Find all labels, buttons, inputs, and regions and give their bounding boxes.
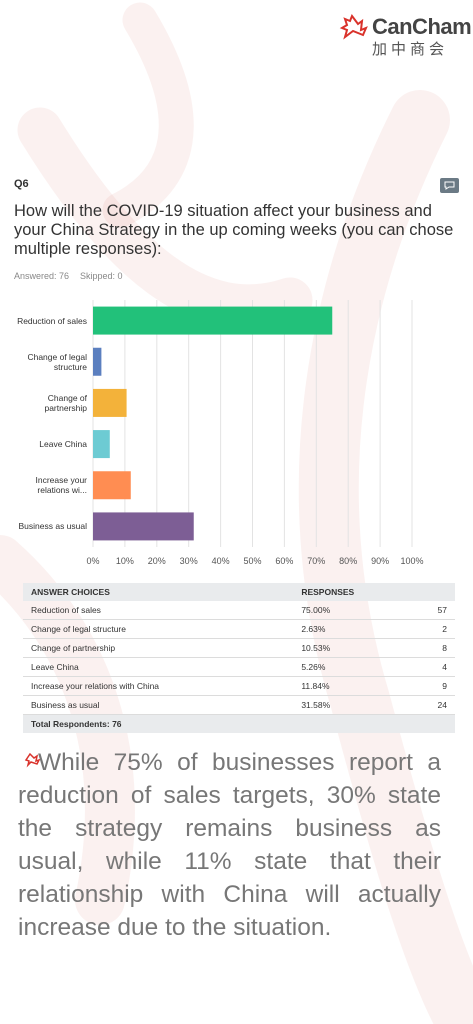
bar (93, 388, 127, 417)
table-row: Reduction of sales 75.00% 57 (23, 601, 455, 620)
table-row: Change of legal structure 2.63% 2 (23, 619, 455, 639)
logo-chinese: 加中商会 (372, 41, 449, 58)
table-cell: 5.26% (293, 657, 390, 677)
table-cell: Increase your relations with China (23, 676, 294, 696)
x-tick-label: 40% (211, 556, 230, 566)
comment-icon[interactable] (440, 178, 459, 193)
x-tick-label: 50% (243, 556, 262, 566)
question-number: Q6 (14, 178, 29, 190)
table-cell: Business as usual (23, 695, 294, 715)
table-cell: Change of legal structure (23, 619, 294, 639)
bar (93, 512, 194, 541)
table-cell: 10.53% (293, 638, 390, 658)
table-cell: Reduction of sales (23, 601, 294, 620)
table-row: Leave China 5.26% 4 (23, 657, 455, 677)
table-cell: 31.58% (293, 695, 390, 715)
table-cell: 2 (389, 619, 455, 639)
x-tick-label: 70% (307, 556, 326, 566)
x-tick-label: 100% (400, 556, 424, 566)
bullet-leaf (24, 752, 41, 768)
logo-name: CanCham (372, 14, 472, 39)
table-row: Increase your relations with China 11.84%… (23, 676, 455, 696)
table-cell: 75.00% (293, 601, 390, 620)
x-tick-label: 0% (86, 556, 100, 566)
x-tick-label: 90% (371, 556, 390, 566)
bar (93, 306, 333, 335)
skipped: Skipped: 0 (80, 271, 123, 281)
comment-glyph (444, 181, 455, 190)
question-text: How will the COVID-19 situation affect y… (14, 202, 454, 258)
x-tick-label: 60% (275, 556, 294, 566)
x-tick-label: 20% (147, 556, 166, 566)
bar (93, 347, 102, 376)
table-row: Change of partnership 10.53% 8 (23, 638, 455, 658)
table-cell: Change of partnership (23, 638, 294, 658)
x-tick-label: 80% (339, 556, 358, 566)
y-tick-label: Increase your relations wi... (35, 475, 88, 496)
table-cell: 11.84% (293, 676, 390, 696)
table-header: ANSWER CHOICES (23, 583, 294, 601)
y-tick-label: Change of legal structure (27, 351, 87, 372)
table-cell: 57 (389, 601, 455, 620)
summary-text: While 75% of businesses report a reducti… (18, 749, 441, 941)
table-cell: 8 (389, 638, 455, 658)
table-cell: Leave China (23, 657, 294, 677)
y-tick-label: Leave China (39, 439, 87, 450)
table-footer: Total Respondents: 76 (23, 714, 455, 733)
x-tick-label: 30% (179, 556, 198, 566)
table-cell: 4 (389, 657, 455, 677)
table-row: Business as usual 31.58% 24 (23, 695, 455, 715)
answered: Answered: 76 (14, 271, 70, 281)
table-cell: 9 (389, 676, 455, 696)
logo-leaf (339, 13, 368, 40)
y-tick-label: Reduction of sales (17, 315, 87, 326)
results-table: ANSWER CHOICES RESPONSES Reduction of sa… (23, 583, 455, 733)
x-tick-label: 10% (115, 556, 134, 566)
y-tick-label: Change of partnership (44, 392, 87, 413)
bar (93, 430, 110, 459)
table-cell: 24 (389, 695, 455, 715)
table-footer-row: Total Respondents: 76 (23, 714, 455, 733)
table-header: RESPONSES (293, 583, 455, 601)
bar (93, 471, 131, 500)
y-tick-label: Business as usual (18, 521, 87, 532)
table-cell: 2.63% (293, 619, 390, 639)
